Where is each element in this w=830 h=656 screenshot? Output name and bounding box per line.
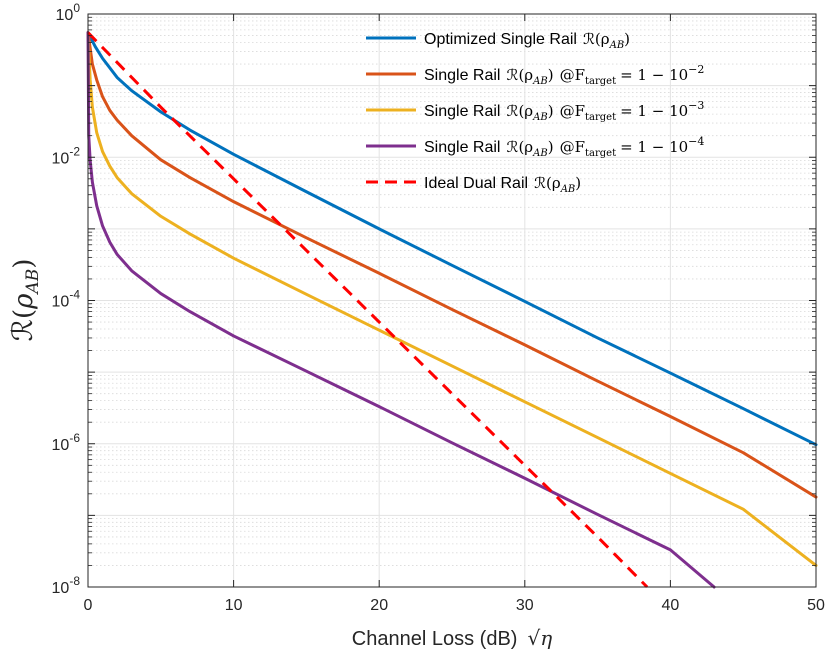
y-tick-label: 10-2 — [52, 144, 81, 167]
y-axis-title: ℛ(ρAB) — [6, 259, 43, 342]
y-tick-label: 10-6 — [52, 431, 81, 454]
tick-marks — [87, 13, 817, 588]
x-tick-label: 50 — [807, 597, 825, 614]
x-tick-label: 40 — [662, 597, 680, 614]
series-layer — [86, 31, 818, 589]
x-axis-title-math: √η — [527, 626, 552, 650]
legend-label-5: Ideal Dual Rail ℛ(ρAB) — [424, 174, 581, 195]
y-axis-title-sub: AB — [23, 269, 43, 296]
x-tick-labels: 0 10 20 30 40 50 — [84, 597, 825, 614]
y-tick-label: 100 — [56, 1, 81, 24]
y-tick-labels: 100 10-2 10-4 10-6 10-8 — [52, 1, 81, 597]
x-axis-title-text: Channel Loss (dB) — [352, 628, 518, 650]
minor-grid — [88, 16, 816, 566]
series-line-3 — [86, 31, 818, 567]
legend-label-3: Single Rail ℛ(ρAB) @Ftarget = 1 − 10−3 — [424, 99, 704, 123]
legend: Optimized Single Rail ℛ(ρAB) Single Rail ℛ(… — [366, 30, 704, 195]
y-tick-label: 10-4 — [52, 288, 81, 311]
x-tick-label: 10 — [225, 597, 243, 614]
series-line-5 — [86, 31, 649, 589]
series-line-1 — [86, 31, 818, 447]
y-tick-label: 10-8 — [52, 574, 81, 597]
x-tick-label: 20 — [370, 597, 388, 614]
legend-label-2: Single Rail ℛ(ρAB) @Ftarget = 1 − 10−2 — [424, 63, 704, 87]
legend-label-1: Optimized Single Rail ℛ(ρAB) — [424, 30, 630, 51]
series-line-4 — [86, 31, 716, 589]
x-tick-label: 0 — [84, 597, 93, 614]
y-axis-title-script: ℛ — [6, 319, 39, 341]
y-axis-title-rho: ρ — [9, 293, 39, 310]
legend-label-4: Single Rail ℛ(ρAB) @Ftarget = 1 − 10−4 — [424, 135, 704, 159]
x-tick-label: 30 — [516, 597, 534, 614]
series-line-2 — [86, 31, 818, 499]
x-axis-title: Channel Loss (dB) √η — [352, 626, 552, 650]
